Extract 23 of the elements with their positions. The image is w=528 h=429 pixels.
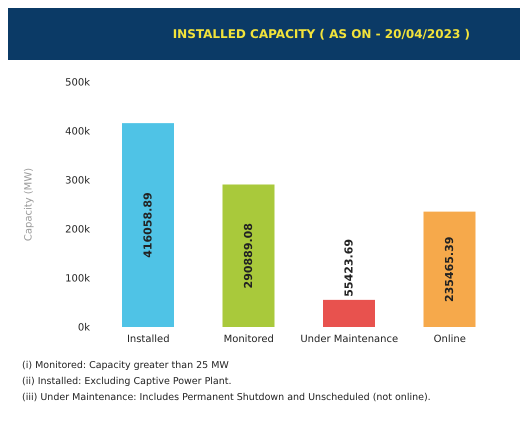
data-label: 416058.89 [142,192,154,258]
y-tick-label: 500k [65,78,90,89]
chart-title: INSTALLED CAPACITY ( AS ON - 20/04/2023 ) [172,27,470,41]
x-tick-label: Under Maintenance [300,334,398,346]
text: (iii) Under Maintenance: Includes Permanent Shutdown and Unscheduled (not online). [22,392,432,403]
bar [222,184,274,327]
bar [424,212,476,327]
x-tick-label: Online [434,334,466,346]
bar [122,123,174,327]
data-label: 290889.08 [242,223,255,288]
y-axis-title: Capacity (MW) [24,168,35,242]
x-tick-label: Monitored [224,334,274,346]
y-tick-label: 400k [65,126,90,138]
y-tick-label: 300k [65,176,90,187]
y-tick-label: 200k [65,224,90,236]
y-tick-label: 100k [65,274,90,285]
x-tick-label: Installed [126,334,170,346]
text: (ii) Installed: Excluding Captive Power Plant. [22,376,233,387]
y-tick-label: 0k [78,322,90,334]
bar [323,300,375,327]
data-label: 235465.39 [443,236,456,302]
text: (i) Monitored: Capacity greater than 25 MW [22,360,230,371]
data-label: 55423.69 [342,238,356,297]
